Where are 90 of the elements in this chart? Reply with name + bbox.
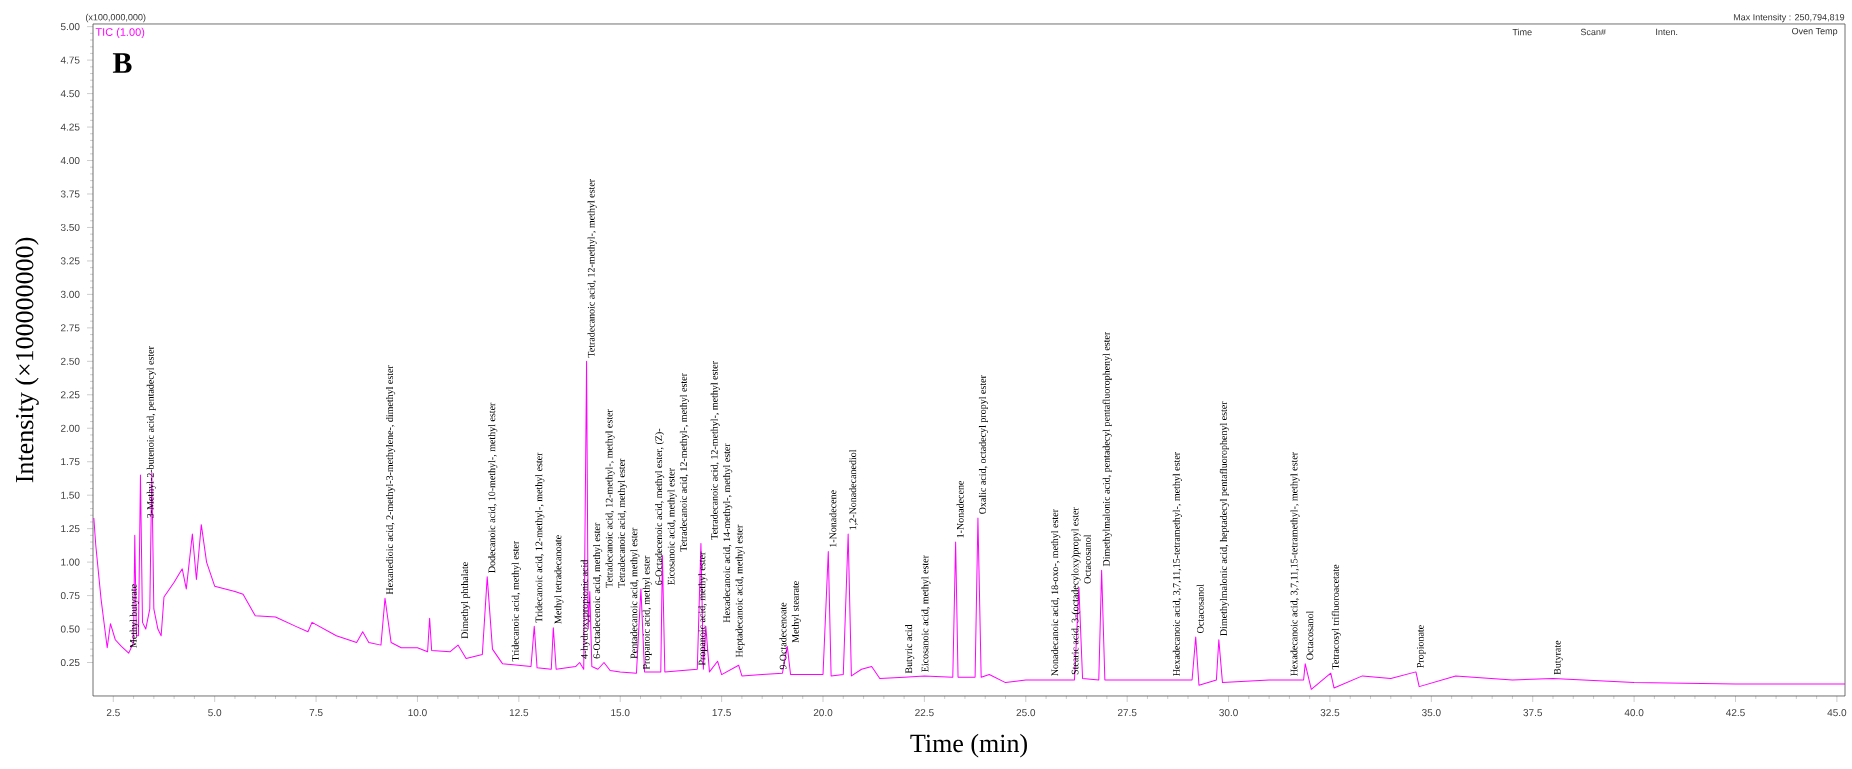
y-tick-label: 4.50	[60, 90, 80, 98]
annotation: Eicosanoic acid, methyl ester	[921, 555, 931, 672]
annotation: Methyl stearate	[791, 581, 801, 643]
annotation: Tetradecanoic acid, 12-methyl-, methyl ester	[679, 373, 689, 552]
annotation: Pentadecanoic acid, methyl ester	[630, 527, 640, 659]
annotation: Scan#	[1580, 28, 1606, 36]
y-tick-label: 2.50	[60, 357, 80, 365]
y-tick-label: 5.00	[60, 23, 80, 31]
x-tick-label: 30.0	[1219, 709, 1238, 717]
annotation: Hexadecanoic acid, 3,7,11,15-tetramethyl-, methyl ester	[1290, 452, 1300, 676]
x-tick-label: 37.5	[1523, 709, 1543, 717]
annotation: Dimethylmalonic acid, pentadecyl pentafluorophenyl ester	[1102, 331, 1112, 567]
annotation: Octacosanol	[1196, 584, 1204, 633]
y-tick-label: 2.25	[60, 391, 80, 399]
y-tick-label: 0.50	[60, 625, 80, 633]
y-tick-label: 1.00	[61, 558, 80, 566]
annotation: Dodecanoic acid, 10-methyl-, methyl ester	[488, 402, 498, 573]
x-tick-label: 35.0	[1421, 709, 1441, 717]
x-tick-label: 10.0	[408, 709, 427, 717]
y-tick-label: 1.50	[61, 491, 80, 499]
annotation: 6-Octadecenoic acid, methyl ester	[593, 522, 603, 659]
annotation: Propionate	[1416, 625, 1426, 668]
y-tick-label: 3.00	[60, 290, 80, 298]
y-tick-label: 2.75	[60, 324, 80, 332]
annotation: 1,2-Nonadecanediol	[849, 449, 858, 530]
x-tick-label: 2.5	[106, 709, 120, 717]
annotation: Butyric acid	[905, 624, 915, 674]
annotation: Time	[1512, 28, 1532, 36]
annotation: 1-Nonadecene	[829, 490, 837, 547]
y-tick-label: 0.25	[60, 658, 80, 667]
annotation: Hexanedioic acid, 2-methyl-3-methylene-, dimethyl ester	[386, 365, 396, 595]
y-tick-label: 0.75	[60, 592, 80, 600]
x-tick-label: 15.0	[611, 709, 630, 717]
x-tick-label: 45.0	[1827, 709, 1847, 717]
text: Max Intensity : 250,794,819	[1733, 13, 1845, 23]
annotation: Propanoic acid, methyl ester	[642, 555, 652, 670]
annotation: Hexadecanoic acid, 3,7,11,15-tetramethyl-, methyl ester	[1172, 452, 1182, 676]
annotation: B	[112, 53, 132, 73]
annotation: Methyl tetradecanoate	[554, 535, 564, 624]
y-tick-label: 3.75	[60, 190, 80, 198]
y-tick-label: 1.25	[61, 525, 80, 533]
annotation: Tetradecanoic acid, 12-methyl-, methyl ester	[710, 361, 720, 540]
annotation: 1-Nonadecene	[956, 480, 964, 538]
x-tick-label: 20.0	[813, 709, 833, 717]
annotation: Tridecanoic acid, methyl ester	[511, 540, 521, 662]
annotation: Tetradecanoic acid, 12-methyl-, methyl ester	[605, 409, 615, 588]
x-tick-label: 32.5	[1320, 709, 1340, 717]
annotation: Tetradecanoic acid, methyl ester	[617, 458, 627, 588]
y-tick-label: 4.75	[60, 56, 80, 64]
y-tick-label: 4.25	[60, 123, 80, 131]
annotation: Butyrate	[1554, 640, 1563, 675]
annotation: 6-Octadecenoic acid, methyl ester, (Z)-	[655, 428, 665, 585]
annotation: Inten.	[1656, 28, 1678, 36]
annotation: Dimethyl phthalate	[461, 562, 471, 639]
y-tick-label: 3.50	[60, 223, 80, 231]
annotation: Hexadecanoic acid, 14-methyl-, methyl ester	[723, 443, 733, 623]
x-tick-label: 25.0	[1016, 709, 1036, 717]
x-tick-label: 40.0	[1624, 709, 1644, 717]
annotation: Stearic acid, 3-(octadecyloxy)propyl ester	[1071, 507, 1081, 675]
x-tick-label: 5.0	[208, 709, 222, 717]
annotation: 9-Octadecenoate	[779, 602, 787, 670]
x-tick-label: 7.5	[309, 709, 323, 717]
annotation: Propanoic acid, methyl ester	[698, 551, 708, 666]
annotation: Tetradecanoic acid, 12-methyl-, methyl ester	[587, 179, 597, 358]
x-tick-label: 42.5	[1725, 709, 1745, 717]
y-tick-label: 1.75	[61, 458, 80, 466]
annotation: Octacosanol	[1083, 534, 1091, 584]
y-tick-label: 3.25	[60, 257, 80, 265]
annotation: Eicosanoic acid, methyl ester	[667, 468, 677, 585]
y-tick-label: 4.00	[60, 156, 80, 165]
annotation: Tridecanoic acid, 12-methyl-, methyl ester	[535, 452, 545, 623]
text: (x100,000,000)	[85, 13, 146, 23]
annotation: Oven Temp	[1792, 27, 1838, 37]
x-tick-label: 27.5	[1117, 709, 1137, 717]
annotation: Nonadecanoic acid, 18-oxo-, methyl ester	[1051, 509, 1061, 676]
annotation: Tetracosyl trifluoroacetate	[1331, 564, 1341, 670]
annotation: Heptadecanoic acid, methyl ester	[735, 524, 745, 658]
x-tick-label: 12.5	[509, 709, 529, 717]
annotation: Dimethylmalonic acid, heptadecyl pentafluorophenyl ester	[1219, 401, 1230, 636]
y-axis-title: Intensity (×100000000)	[15, 237, 39, 483]
annotation: Oxalic acid, octadecyl propyl ester	[978, 375, 989, 514]
annotation: TIC (1.00)	[95, 27, 145, 39]
annotation: 4-hydroxypropionic acid	[580, 559, 590, 659]
x-tick-label: 22.5	[915, 709, 934, 717]
annotation: Methyl butyrate	[129, 584, 139, 648]
annotation: 3-Methyl-2-butenoic acid, pentadecyl ester	[146, 346, 156, 518]
annotation: Octacosanol	[1306, 610, 1314, 660]
x-tick-label: 17.5	[712, 709, 731, 717]
x-axis-title: Time (min)	[910, 733, 1027, 758]
y-tick-label: 2.00	[60, 424, 80, 432]
